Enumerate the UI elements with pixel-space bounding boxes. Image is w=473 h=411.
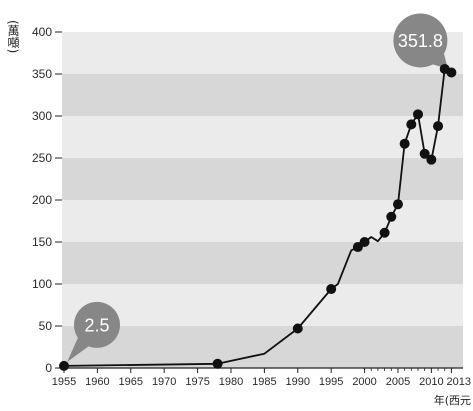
callout-bubble [74, 301, 120, 348]
plot-band [62, 158, 463, 200]
x-tick-label: 1985 [252, 376, 276, 388]
y-tick-label: 50 [39, 319, 53, 333]
data-point-1990 [292, 323, 303, 334]
data-point-1978 [212, 358, 223, 369]
y-axis-label: (萬噸) [6, 20, 20, 54]
callout-tail [67, 336, 90, 363]
x-tick-label: 1955 [52, 376, 76, 388]
y-tick-label: 150 [32, 235, 52, 249]
plot-band [62, 74, 463, 116]
y-tick-label: 300 [32, 109, 52, 123]
data-point-1955 [59, 360, 69, 371]
plot-band [62, 200, 463, 242]
data-point-2003 [379, 227, 390, 238]
plot-bands [62, 32, 463, 368]
data-point-2009 [419, 148, 430, 159]
data-markers [59, 63, 457, 371]
x-axis: 1955 1960 1965 1970 1975 1980 1985 1990 1995 2000… [52, 367, 471, 388]
data-point-2000 [359, 237, 370, 247]
x-tick-label: 1980 [219, 376, 243, 388]
plot-band [62, 284, 463, 326]
y-tick-label: 0 [45, 361, 52, 375]
callout-label: 351.8 [398, 31, 443, 51]
y-tick-label: 400 [32, 25, 52, 39]
data-point-2005 [392, 199, 403, 210]
x-tick-label: 1970 [152, 376, 176, 388]
data-point-1995 [326, 284, 337, 295]
y-axis: 0 50 100 150 200 250 300 350 400 [32, 25, 62, 375]
data-point-2004 [386, 211, 397, 222]
plot-band [62, 116, 463, 158]
data-point-2006 [399, 138, 410, 149]
y-tick-label: 100 [32, 277, 52, 291]
x-tick-label: 2000 [352, 376, 376, 388]
callout-label: 2.5 [84, 315, 109, 335]
x-tick-label: 1965 [119, 376, 143, 388]
x-tick-label: 2010 [419, 376, 443, 388]
x-tick-label: 1960 [85, 376, 109, 388]
data-point-2010 [426, 154, 437, 165]
data-point-2011 [433, 121, 444, 132]
x-tick-label: 2005 [386, 376, 410, 388]
callouts: 2.5 351.8 [67, 13, 448, 363]
y-tick-label: 350 [32, 67, 52, 81]
x-tick-label: 2013 [447, 376, 471, 388]
data-point-2013 [446, 67, 457, 78]
x-tick-label: 1995 [319, 376, 343, 388]
plot-band [62, 326, 463, 368]
plot-band [62, 242, 463, 284]
y-tick-label: 250 [32, 151, 52, 165]
callout-bubble [393, 13, 448, 68]
x-tick-label: 1975 [185, 376, 209, 388]
data-point-2007 [406, 119, 417, 130]
data-point-2008 [413, 109, 424, 120]
x-tick-label: 1990 [286, 376, 310, 388]
x-axis-label: 年(西元 [434, 393, 471, 407]
y-tick-label: 200 [32, 193, 52, 207]
